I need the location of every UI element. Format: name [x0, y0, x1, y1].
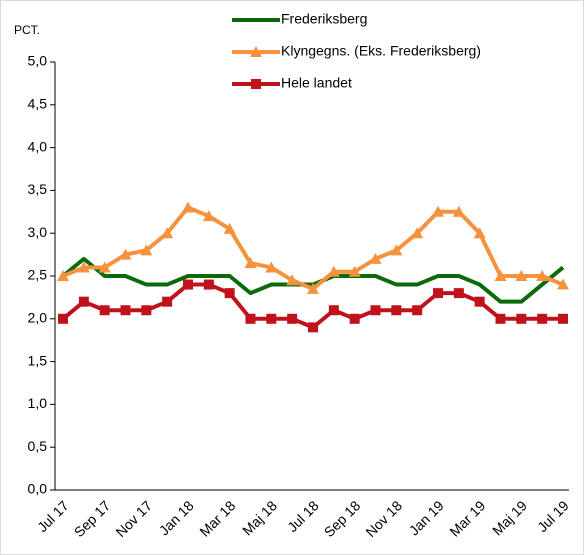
marker — [348, 265, 361, 277]
marker — [245, 313, 256, 324]
marker — [432, 205, 444, 217]
legend-marker — [250, 46, 262, 57]
marker — [452, 205, 465, 217]
y-tick-label: 0,0 — [28, 481, 48, 497]
marker — [370, 305, 381, 316]
marker — [390, 244, 403, 256]
y-tick-label: 4,5 — [28, 96, 48, 112]
marker — [453, 288, 464, 299]
marker — [473, 227, 486, 239]
marker — [223, 222, 236, 234]
marker — [286, 274, 299, 286]
marker — [98, 261, 111, 273]
marker — [120, 305, 131, 316]
marker — [224, 288, 235, 299]
marker — [494, 270, 507, 281]
legend-label: Hele landet — [281, 75, 352, 91]
y-tick-label: 3,0 — [28, 224, 48, 240]
marker — [58, 313, 68, 324]
marker — [327, 265, 340, 277]
marker — [203, 279, 214, 290]
marker — [515, 270, 528, 281]
y-tick-label: 2,0 — [28, 310, 48, 326]
marker — [119, 248, 132, 260]
marker — [557, 278, 569, 290]
marker — [266, 313, 277, 324]
marker — [558, 313, 568, 324]
marker — [308, 322, 318, 333]
marker — [161, 227, 174, 239]
marker — [265, 261, 278, 273]
y-tick-label: 3,5 — [28, 181, 48, 197]
y-tick-label: 1,5 — [28, 352, 48, 368]
y-unit-label: PCT. — [14, 23, 40, 37]
marker — [78, 296, 89, 307]
marker — [495, 313, 506, 324]
marker — [182, 201, 194, 213]
marker — [349, 313, 360, 324]
marker — [244, 257, 257, 269]
y-tick-label: 1,0 — [28, 395, 48, 411]
y-tick-label: 0,5 — [28, 438, 48, 454]
marker — [162, 296, 173, 307]
marker — [411, 227, 424, 239]
y-tick-label: 2,5 — [28, 267, 48, 283]
legend-label: Frederiksberg — [281, 11, 367, 27]
marker — [536, 270, 549, 281]
marker — [141, 305, 152, 316]
marker — [328, 305, 339, 316]
marker — [77, 261, 90, 273]
marker — [391, 305, 402, 316]
marker — [369, 252, 382, 264]
marker — [412, 305, 423, 316]
y-tick-label: 5,0 — [28, 53, 48, 69]
y-tick-label: 4,0 — [28, 138, 48, 154]
marker — [57, 270, 69, 281]
marker — [516, 313, 527, 324]
marker — [202, 210, 215, 222]
marker — [307, 282, 319, 294]
marker — [99, 305, 110, 316]
marker — [140, 244, 153, 256]
marker — [183, 279, 193, 290]
legend-marker — [251, 79, 261, 89]
marker — [433, 288, 443, 299]
marker — [537, 313, 548, 324]
marker — [474, 296, 485, 307]
marker — [287, 313, 298, 324]
legend-label: Klyngegns. (Eks. Frederiksberg) — [281, 43, 481, 59]
